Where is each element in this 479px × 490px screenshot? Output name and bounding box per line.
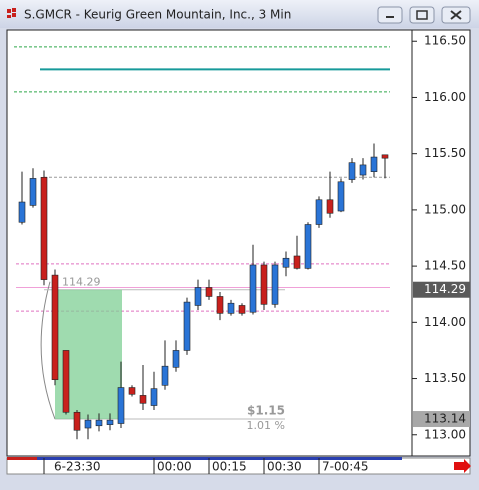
candle-body xyxy=(227,302,235,314)
candle-body xyxy=(18,201,26,223)
y-tick-label: 116.00 xyxy=(424,90,466,104)
candle-body xyxy=(183,301,191,351)
measure-percent-label: 1.01 % xyxy=(247,419,285,432)
y-tick-label: 115.00 xyxy=(424,202,466,216)
x-tick-label: 6-23:30 xyxy=(54,460,101,474)
measure-start-label: 114.29 xyxy=(62,276,101,289)
candle-body xyxy=(205,287,213,297)
candle-body xyxy=(249,264,257,313)
candle-body xyxy=(370,156,378,172)
close-button[interactable] xyxy=(441,6,471,24)
scroll-bar xyxy=(37,457,402,460)
candle-body xyxy=(304,224,312,269)
y-tick-label: 116.50 xyxy=(424,34,466,48)
price-label-box xyxy=(413,281,470,298)
candle-body xyxy=(117,387,125,424)
candle-body xyxy=(84,419,92,429)
candle-body xyxy=(40,176,48,280)
price-label: 113.14 xyxy=(424,412,466,426)
x-tick-label: 00:30 xyxy=(267,460,302,474)
candle-body xyxy=(282,257,290,268)
candle-body xyxy=(95,419,103,427)
price-axis xyxy=(411,29,471,457)
candle-body xyxy=(348,162,356,180)
candle-body xyxy=(216,296,224,314)
candle-body xyxy=(326,199,334,214)
y-tick-label: 114.50 xyxy=(424,259,466,273)
candle-body xyxy=(106,419,114,425)
candle-body xyxy=(271,264,279,305)
candle-body xyxy=(260,264,268,305)
y-tick-label: 114.00 xyxy=(424,315,466,329)
candle-body xyxy=(381,154,389,159)
y-tick-label: 115.50 xyxy=(424,146,466,160)
measure-curve xyxy=(40,281,56,420)
candle-body xyxy=(194,287,202,306)
candle-body xyxy=(73,411,81,431)
scroll-marker xyxy=(7,457,37,460)
maximize-button[interactable] xyxy=(409,6,435,24)
candle-body xyxy=(29,178,37,206)
x-tick-label: 00:00 xyxy=(157,460,192,474)
window-title: S.GMCR - Keurig Green Mountain, Inc., 3 … xyxy=(24,8,291,22)
candle-body xyxy=(139,395,147,404)
price-label: 114.29 xyxy=(424,282,466,296)
price-label-box xyxy=(413,411,470,428)
scroll-arrow[interactable] xyxy=(454,459,471,473)
candle-body xyxy=(337,181,345,212)
candle-body xyxy=(238,305,246,314)
candle-body xyxy=(172,350,180,368)
candle-body xyxy=(150,388,158,406)
minimize-button[interactable] xyxy=(377,6,403,24)
x-tick-label: 00:15 xyxy=(212,460,247,474)
candle-body xyxy=(128,387,136,395)
candle-body xyxy=(51,274,59,380)
candle-body xyxy=(293,255,301,269)
y-tick-label: 113.00 xyxy=(424,427,466,441)
candle-body xyxy=(359,164,367,176)
candle-body xyxy=(315,199,323,225)
x-tick-label: 7-00:45 xyxy=(322,460,369,474)
candle-body xyxy=(62,350,70,413)
app-icon xyxy=(7,8,16,18)
measure-change-label: $1.15 xyxy=(247,404,285,418)
y-tick-label: 113.50 xyxy=(424,371,466,385)
candle-body xyxy=(161,365,169,386)
